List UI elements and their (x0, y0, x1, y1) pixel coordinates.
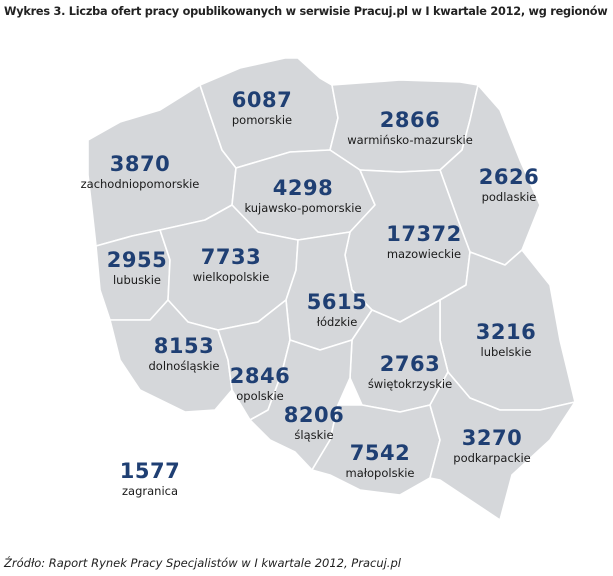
value-wielkopolskie: 7733 (200, 245, 262, 269)
label-podlaskie: 2626 podlaskie (479, 165, 539, 205)
chart-title: Wykres 3. Liczba ofert pracy opublikowan… (4, 5, 608, 18)
label-lodzkie: 5615 łódzkie (307, 290, 367, 330)
name-slaskie: śląskie (294, 428, 334, 442)
label-swietokrzyskie: 2763 świętokrzyskie (368, 352, 452, 392)
name-malopolskie: małopolskie (345, 466, 415, 480)
source-note: Źródło: Raport Rynek Pracy Specjalistów … (4, 556, 401, 570)
name-lodzkie: łódzkie (316, 315, 358, 329)
value-zagranica: 1577 (119, 459, 181, 483)
label-zachodniopomorskie: 3870 zachodniopomorskie (81, 152, 200, 192)
name-kujawsko-pomorskie: kujawsko-pomorskie (244, 201, 362, 215)
label-dolnoslaskie: 8153 dolnośląskie (148, 334, 219, 374)
region-podkarpackie (429, 371, 576, 521)
label-opolskie: 2846 opolskie (230, 364, 290, 404)
value-swietokrzyskie: 2763 (379, 352, 441, 376)
name-zagranica: zagranica (121, 484, 179, 498)
value-podkarpackie: 3270 (461, 426, 523, 450)
label-warminsko-mazurskie: 2866 warmińsko-mazurskie (347, 108, 473, 148)
region-shapes (87, 57, 576, 521)
label-zagranica: 1577 zagranica (120, 459, 180, 499)
name-zachodniopomorskie: zachodniopomorskie (80, 177, 200, 191)
region-malopolskie (311, 404, 441, 496)
value-zachodniopomorskie: 3870 (109, 152, 171, 176)
value-kujawsko-pomorskie: 4298 (272, 176, 334, 200)
name-swietokrzyskie: świętokrzyskie (367, 377, 453, 391)
label-kujawsko-pomorskie: 4298 kujawsko-pomorskie (244, 176, 361, 216)
value-mazowieckie: 17372 (386, 222, 462, 246)
name-podkarpackie: podkarpackie (453, 451, 531, 465)
name-podlaskie: podlaskie (481, 190, 537, 204)
value-podlaskie: 2626 (478, 165, 540, 189)
label-lubelskie: 3216 lubelskie (476, 320, 536, 360)
label-mazowieckie: 17372 mazowieckie (386, 222, 462, 262)
name-wielkopolskie: wielkopolskie (192, 270, 270, 284)
label-malopolskie: 7542 małopolskie (345, 441, 414, 481)
value-lubelskie: 3216 (475, 320, 537, 344)
name-warminsko-mazurskie: warmińsko-mazurskie (347, 133, 473, 147)
name-pomorskie: pomorskie (231, 113, 293, 127)
value-dolnoslaskie: 8153 (153, 334, 215, 358)
label-podkarpackie: 3270 podkarpackie (453, 426, 530, 466)
value-malopolskie: 7542 (349, 441, 411, 465)
value-lodzkie: 5615 (306, 290, 368, 314)
name-mazowieckie: mazowieckie (386, 247, 462, 261)
value-warminsko-mazurskie: 2866 (379, 108, 441, 132)
value-slaskie: 8206 (283, 403, 345, 427)
name-dolnoslaskie: dolnośląskie (148, 359, 220, 373)
name-opolskie: opolskie (236, 389, 284, 403)
label-slaskie: 8206 śląskie (284, 403, 344, 443)
value-pomorskie: 6087 (231, 88, 293, 112)
label-wielkopolskie: 7733 wielkopolskie (193, 245, 270, 285)
label-pomorskie: 6087 pomorskie (232, 88, 292, 128)
value-opolskie: 2846 (229, 364, 291, 388)
value-lubuskie: 2955 (106, 248, 168, 272)
label-lubuskie: 2955 lubuskie (107, 248, 167, 288)
name-lubuskie: lubuskie (112, 273, 161, 287)
name-lubelskie: lubelskie (480, 345, 532, 359)
